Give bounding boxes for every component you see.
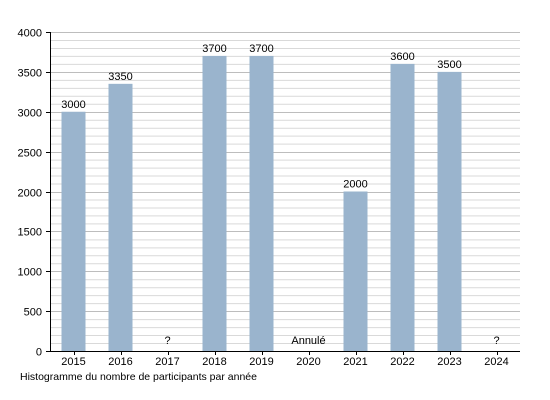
value-label-2024: ?	[493, 335, 499, 347]
value-label-2018: 3700	[202, 43, 226, 55]
y-tick-label: 0	[36, 347, 42, 359]
chart-caption: Histogramme du nombre de participants pa…	[20, 371, 257, 383]
x-tick-label-2021: 2021	[343, 356, 367, 368]
value-label-2021: 2000	[343, 179, 367, 191]
x-tick-label-2018: 2018	[202, 356, 226, 368]
x-tick-label-2016: 2016	[108, 356, 132, 368]
value-label-2016: 3350	[108, 71, 132, 83]
value-label-2022: 3600	[390, 51, 414, 63]
y-tick-label: 2500	[18, 148, 42, 160]
y-tick-label: 1000	[18, 267, 42, 279]
bar-2021	[343, 191, 368, 351]
y-tick-label: 1500	[18, 227, 42, 239]
value-label-2020: Annulé	[291, 335, 325, 347]
x-tick-label-2017: 2017	[155, 356, 179, 368]
value-label-2015: 3000	[61, 99, 85, 111]
x-tick-label-2022: 2022	[390, 356, 414, 368]
x-tick-label-2020: 2020	[296, 356, 320, 368]
bar-2018	[202, 55, 227, 352]
value-label-2017: ?	[164, 335, 170, 347]
value-label-2019: 3700	[249, 43, 273, 55]
bar-2016	[108, 83, 133, 352]
bar-2019	[249, 55, 274, 352]
bar-2023	[437, 71, 462, 351]
y-tick-label: 3500	[18, 68, 42, 80]
x-tick-label-2015: 2015	[61, 356, 85, 368]
y-tick-label: 500	[24, 307, 42, 319]
value-label-2023: 3500	[437, 59, 461, 71]
x-tick-label-2019: 2019	[249, 356, 273, 368]
bar-2015	[61, 111, 86, 351]
bar-2022	[390, 63, 415, 352]
y-tick-label: 3000	[18, 108, 42, 120]
x-tick-label-2023: 2023	[437, 356, 461, 368]
x-tick-label-2024: 2024	[484, 356, 508, 368]
y-tick-label: 2000	[18, 188, 42, 200]
y-tick-label: 4000	[18, 28, 42, 40]
